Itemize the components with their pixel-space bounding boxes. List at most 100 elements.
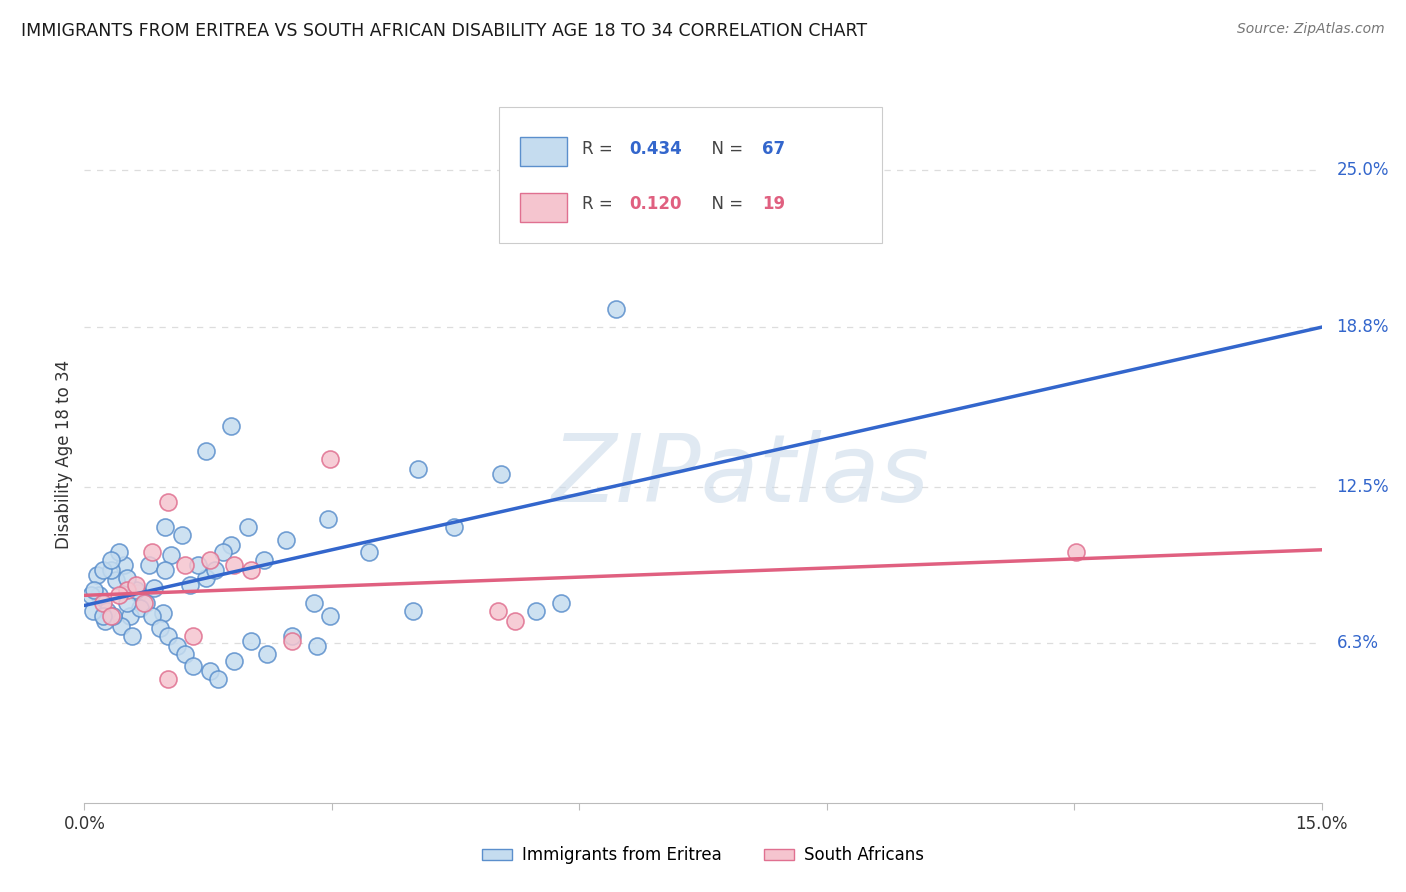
Point	[104, 573, 127, 587]
Legend: Immigrants from Eritrea, South Africans: Immigrants from Eritrea, South Africans	[475, 839, 931, 871]
Point	[94, 614, 117, 628]
Point	[86, 568, 108, 582]
Point	[110, 618, 132, 632]
Point	[160, 548, 183, 562]
Point	[503, 614, 526, 628]
Point	[100, 563, 122, 577]
Point	[855, 188, 877, 202]
Point	[195, 444, 218, 458]
Point	[124, 583, 146, 598]
Point	[550, 596, 572, 610]
Point	[157, 629, 180, 643]
Point	[118, 608, 141, 623]
FancyBboxPatch shape	[520, 137, 567, 166]
Point	[181, 629, 204, 643]
Point	[138, 558, 160, 572]
Point	[100, 608, 122, 623]
Text: R =: R =	[582, 195, 617, 213]
Point	[117, 571, 139, 585]
Point	[80, 588, 103, 602]
Point	[179, 578, 201, 592]
Point	[157, 672, 180, 686]
Point	[89, 588, 111, 602]
Point	[305, 639, 328, 653]
Point	[443, 520, 465, 534]
FancyBboxPatch shape	[520, 193, 567, 222]
Point	[316, 512, 339, 526]
Point	[91, 608, 114, 623]
Point	[82, 603, 104, 617]
Point	[198, 665, 221, 679]
Point	[240, 633, 263, 648]
Point	[524, 603, 547, 617]
Point	[96, 603, 118, 617]
Text: 0.434: 0.434	[628, 140, 682, 158]
Point	[121, 629, 143, 643]
Text: N =: N =	[700, 195, 748, 213]
Point	[1064, 545, 1087, 559]
Point	[181, 659, 204, 673]
Text: 67: 67	[762, 140, 786, 158]
Text: 12.5%: 12.5%	[1337, 477, 1389, 496]
Text: 19: 19	[762, 195, 786, 213]
Point	[83, 583, 105, 598]
Point	[91, 596, 114, 610]
Point	[129, 601, 152, 615]
Point	[108, 588, 131, 602]
Point	[219, 418, 242, 433]
Point	[152, 606, 174, 620]
Text: N =: N =	[700, 140, 748, 158]
Point	[219, 538, 242, 552]
Point	[132, 596, 155, 610]
Point	[224, 654, 246, 668]
Point	[276, 533, 298, 547]
Point	[319, 451, 342, 466]
Point	[143, 581, 166, 595]
Text: IMMIGRANTS FROM ERITREA VS SOUTH AFRICAN DISABILITY AGE 18 TO 34 CORRELATION CHA: IMMIGRANTS FROM ERITREA VS SOUTH AFRICAN…	[21, 22, 868, 40]
Point	[170, 527, 193, 541]
Point	[124, 578, 146, 592]
Point	[127, 586, 149, 600]
Point	[489, 467, 512, 481]
Point	[212, 545, 235, 559]
Text: 25.0%: 25.0%	[1337, 161, 1389, 179]
Point	[207, 672, 229, 686]
Point	[174, 558, 197, 572]
Point	[281, 629, 304, 643]
Point	[117, 583, 139, 598]
Point	[187, 558, 209, 572]
Text: 18.8%: 18.8%	[1337, 318, 1389, 336]
Point	[141, 608, 163, 623]
Point	[256, 647, 278, 661]
Point	[357, 545, 380, 559]
Point	[103, 608, 125, 623]
Point	[195, 571, 218, 585]
Point	[236, 520, 259, 534]
Point	[302, 596, 325, 610]
Point	[153, 520, 176, 534]
Point	[408, 462, 430, 476]
Point	[135, 596, 157, 610]
Point	[112, 558, 135, 572]
Point	[488, 603, 510, 617]
Text: Source: ZipAtlas.com: Source: ZipAtlas.com	[1237, 22, 1385, 37]
Point	[100, 553, 122, 567]
Point	[153, 563, 176, 577]
Point	[157, 494, 180, 508]
Point	[141, 545, 163, 559]
Y-axis label: Disability Age 18 to 34: Disability Age 18 to 34	[55, 360, 73, 549]
Point	[319, 608, 342, 623]
Point	[117, 596, 139, 610]
Point	[253, 553, 276, 567]
Point	[605, 302, 627, 317]
Point	[108, 545, 131, 559]
Point	[401, 603, 423, 617]
Point	[174, 647, 197, 661]
Text: ZIPatlas: ZIPatlas	[551, 430, 929, 521]
Text: 0.120: 0.120	[628, 195, 682, 213]
FancyBboxPatch shape	[499, 107, 883, 243]
Point	[240, 563, 263, 577]
Point	[198, 553, 221, 567]
Text: R =: R =	[582, 140, 617, 158]
Point	[204, 563, 226, 577]
